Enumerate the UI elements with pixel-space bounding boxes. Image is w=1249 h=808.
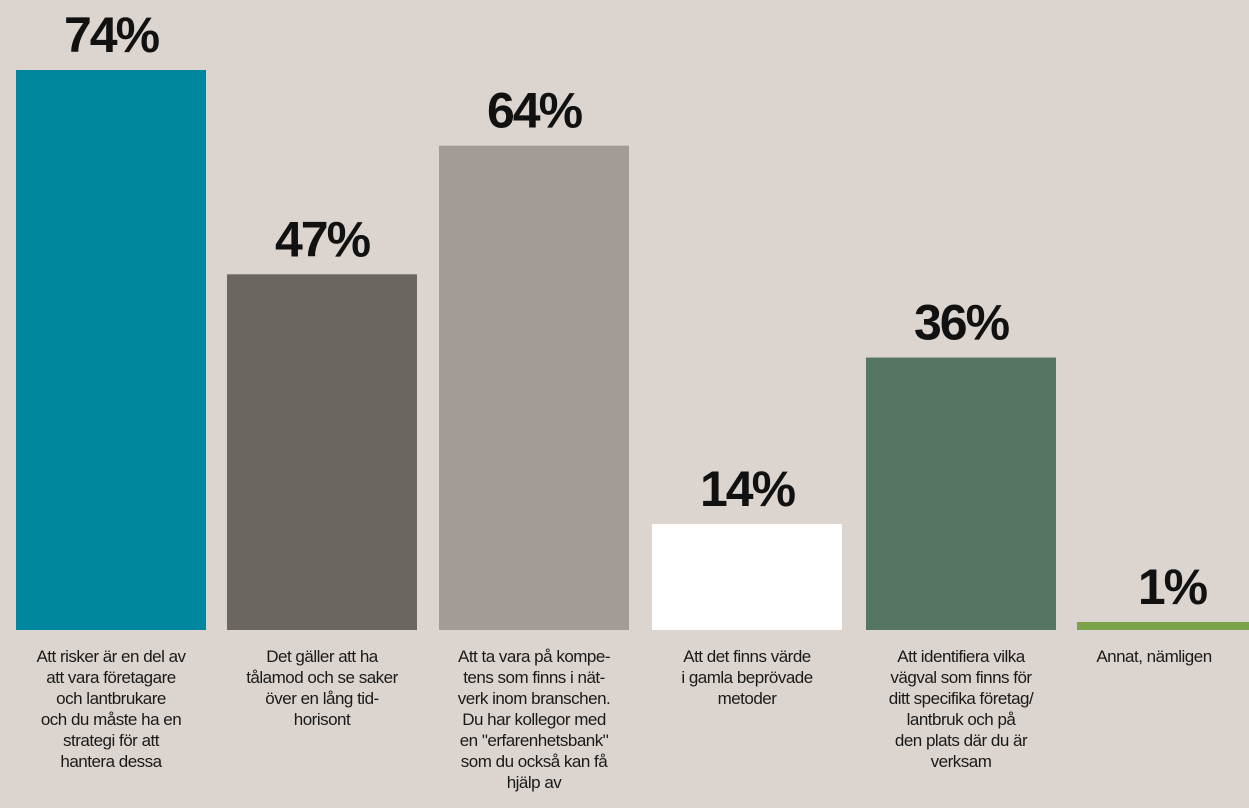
- category-label-risks: Att risker är en del av att vara företag…: [36, 647, 186, 771]
- value-label-2: 64%: [487, 83, 583, 139]
- bar-1: [227, 274, 417, 630]
- category-label-network: Att ta vara på kompe- tens som finns i n…: [457, 647, 611, 792]
- category-label-proven-methods: Att det finns värde i gamla beprövade me…: [681, 647, 813, 708]
- bar-3: [652, 524, 842, 630]
- value-label-4: 36%: [914, 295, 1010, 351]
- value-label-3: 14%: [700, 461, 796, 517]
- bar-2: [439, 145, 629, 631]
- bar-5: [1077, 622, 1249, 630]
- category-label-choices: Att identifiera vilka vägval som finns f…: [888, 647, 1034, 771]
- bar-0: [16, 70, 206, 630]
- category-label-patience: Det gäller att ha tålamod och se saker ö…: [246, 647, 398, 729]
- category-label-other: Annat, nämligen: [1096, 647, 1212, 666]
- value-label-0: 74%: [64, 7, 160, 63]
- value-label-5: 1%: [1138, 559, 1208, 615]
- bar-4: [866, 357, 1056, 630]
- value-label-1: 47%: [275, 211, 371, 267]
